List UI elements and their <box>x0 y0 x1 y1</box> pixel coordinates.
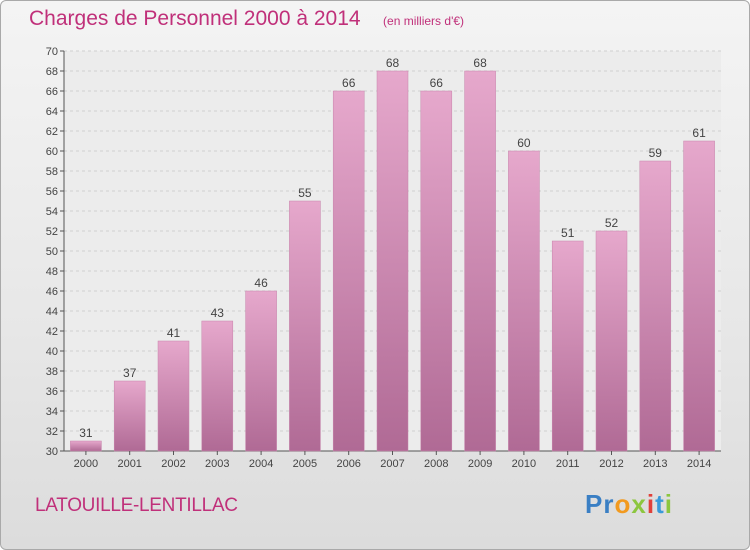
bar-value-label: 66 <box>342 76 356 90</box>
x-tick-label: 2002 <box>161 458 185 470</box>
bar-2011 <box>551 240 584 452</box>
x-tick-label: 2011 <box>556 458 580 470</box>
logo-letter: r <box>603 489 615 519</box>
logo-letter: i <box>664 489 673 519</box>
bar-2009 <box>464 70 496 452</box>
logo-letter: x <box>631 489 647 519</box>
bar-2012 <box>595 230 628 452</box>
x-tick-label: 2013 <box>643 458 667 470</box>
y-tick-label: 50 <box>46 246 58 258</box>
bar-value-label: 55 <box>298 186 312 200</box>
y-tick-label: 38 <box>46 366 58 378</box>
chart-header: Charges de Personnel 2000 à 2014 (en mil… <box>29 7 464 31</box>
bar-value-label: 43 <box>211 306 225 320</box>
bar-2010 <box>508 150 540 452</box>
bar-value-label: 51 <box>561 226 575 240</box>
x-tick-label: 2000 <box>74 458 98 470</box>
bar-2005 <box>289 200 321 452</box>
x-tick-label: 2006 <box>336 458 360 470</box>
bar-value-label: 31 <box>79 426 93 440</box>
proxiti-logo: Proxiti <box>585 489 673 520</box>
x-tick-label: 2008 <box>424 458 448 470</box>
y-tick-label: 60 <box>46 146 58 158</box>
x-tick-label: 2014 <box>687 458 711 470</box>
bar-value-label: 37 <box>123 366 137 380</box>
y-tick-label: 44 <box>46 306 58 318</box>
x-tick-label: 2012 <box>599 458 623 470</box>
x-tick-label: 2001 <box>117 458 141 470</box>
bar-2002 <box>157 340 190 452</box>
bar-2013 <box>639 160 672 452</box>
y-tick-label: 64 <box>46 106 58 118</box>
y-tick-label: 62 <box>46 126 58 138</box>
bar-value-label: 41 <box>167 326 181 340</box>
x-tick-label: 2010 <box>512 458 536 470</box>
x-tick-label: 2004 <box>249 458 273 470</box>
bar-value-label: 46 <box>254 276 268 290</box>
bar-2007 <box>376 70 409 452</box>
bar-value-label: 68 <box>473 56 487 70</box>
chart-title: Charges de Personnel 2000 à 2014 <box>29 7 361 30</box>
logo-letter: o <box>614 489 632 519</box>
bar-value-label: 66 <box>430 76 444 90</box>
bar-value-label: 60 <box>517 136 531 150</box>
y-tick-label: 36 <box>46 386 58 398</box>
y-tick-label: 52 <box>46 226 58 238</box>
x-tick-label: 2003 <box>205 458 229 470</box>
bar-2003 <box>201 320 234 452</box>
logo-letter: t <box>655 489 665 519</box>
chart-subtitle: (en milliers d'€) <box>383 14 465 28</box>
bar-2000 <box>70 440 102 452</box>
logo-letter: i <box>646 489 656 519</box>
y-tick-label: 48 <box>46 266 58 278</box>
y-tick-label: 70 <box>46 46 58 58</box>
bar-value-label: 52 <box>605 216 619 230</box>
x-tick-label: 2007 <box>380 458 404 470</box>
y-tick-label: 46 <box>46 286 58 298</box>
y-tick-label: 54 <box>46 206 58 218</box>
y-tick-label: 68 <box>46 66 58 78</box>
commune-name: LATOUILLE-LENTILLAC <box>35 495 238 516</box>
bar-2001 <box>113 380 146 452</box>
bar-value-label: 59 <box>649 146 663 160</box>
bar-value-label: 61 <box>692 126 706 140</box>
logo-letter: P <box>585 489 604 519</box>
y-tick-label: 40 <box>46 346 58 358</box>
y-tick-label: 66 <box>46 86 58 98</box>
y-tick-label: 34 <box>46 406 58 418</box>
y-tick-label: 58 <box>46 166 58 178</box>
bar-2006 <box>332 90 365 452</box>
y-tick-label: 32 <box>46 426 58 438</box>
y-tick-label: 30 <box>46 446 58 458</box>
bar-2004 <box>245 290 277 452</box>
x-tick-label: 2009 <box>468 458 492 470</box>
y-tick-label: 42 <box>46 326 58 338</box>
x-tick-label: 2005 <box>293 458 317 470</box>
bar-2014 <box>683 140 715 452</box>
bar-value-label: 68 <box>386 56 400 70</box>
bar-2008 <box>420 90 453 452</box>
y-tick-label: 56 <box>46 186 58 198</box>
